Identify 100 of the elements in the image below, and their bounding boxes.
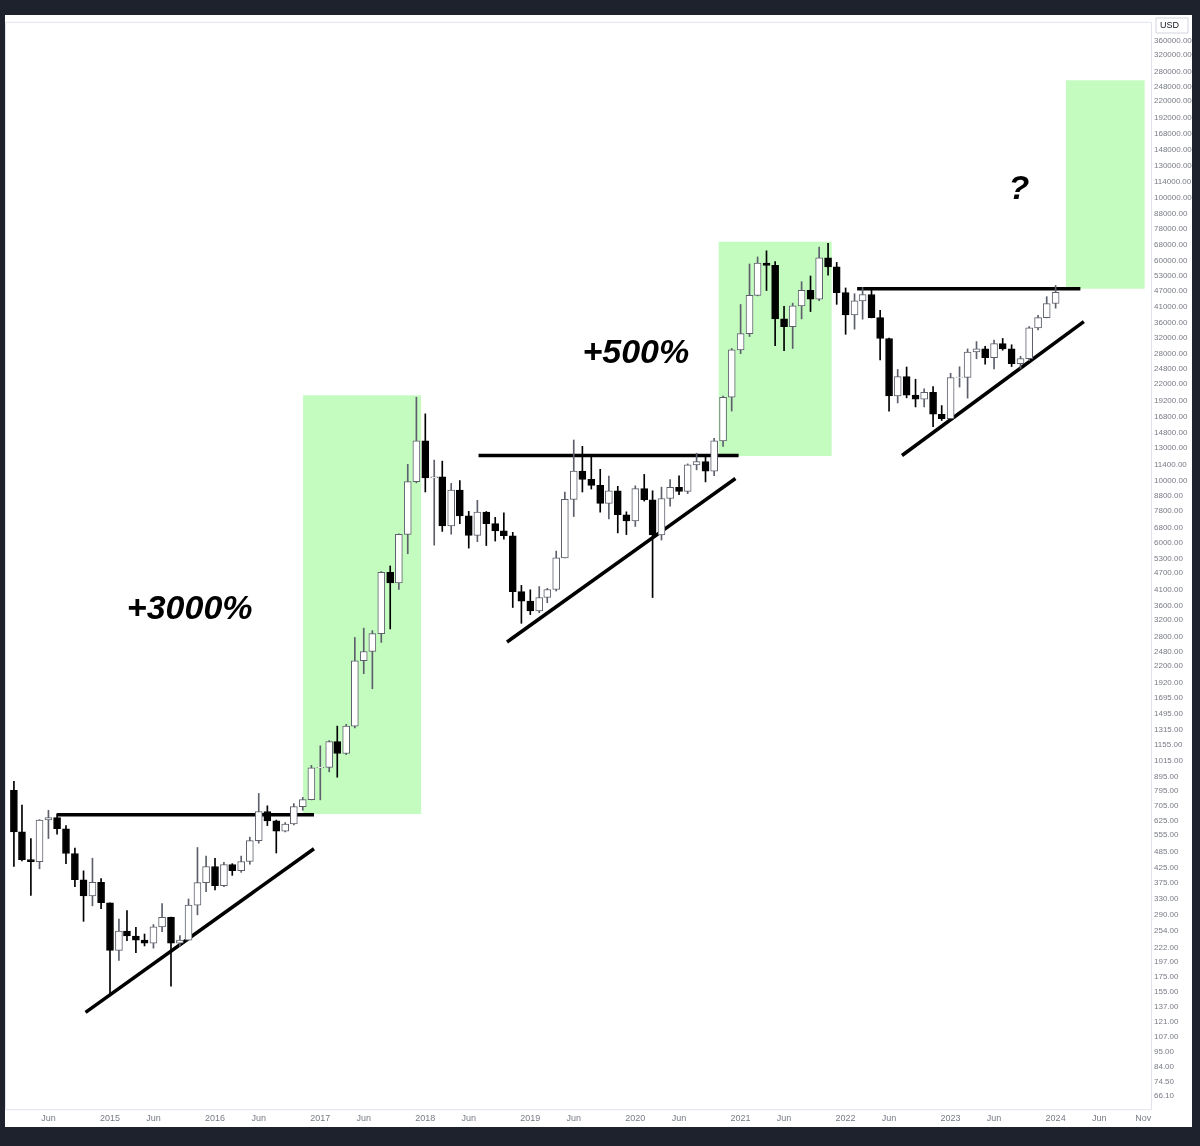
y-tick-label: 1695.00 <box>1154 693 1184 703</box>
y-tick-label: 19200.00 <box>1154 395 1188 405</box>
x-tick-label: 2022 <box>835 1113 856 1124</box>
y-tick-label: 14800.00 <box>1154 427 1188 437</box>
y-tick-label: 192000.00 <box>1154 113 1193 123</box>
y-tick-label: 175.00 <box>1154 972 1180 981</box>
x-tick-label: Jun <box>671 1113 687 1124</box>
y-tick-label: 4700.00 <box>1154 568 1184 578</box>
y-tick-label: 60000.00 <box>1154 255 1188 265</box>
y-tick-label: 11400.00 <box>1154 459 1188 469</box>
y-tick-label: 485.00 <box>1154 846 1180 856</box>
y-tick-label: 8800.00 <box>1154 491 1184 501</box>
y-tick-label: 254.00 <box>1154 926 1180 936</box>
y-tick-label: 375.00 <box>1154 878 1180 888</box>
candlestick <box>359 627 368 674</box>
y-tick-label: 32000.00 <box>1154 332 1188 342</box>
y-tick-label: 1920.00 <box>1154 678 1184 688</box>
y-tick-label: 625.00 <box>1154 815 1180 825</box>
y-tick-label: 10000.00 <box>1154 475 1188 485</box>
candlestick <box>430 459 439 546</box>
y-tick-label: 114000.00 <box>1154 177 1192 187</box>
x-tick-label: 2019 <box>520 1113 541 1124</box>
y-axis-title: USD <box>1160 20 1180 31</box>
candlestick <box>500 512 508 540</box>
x-tick-label: 2020 <box>625 1113 646 1124</box>
y-tick-label: 360000.00 <box>1154 35 1193 45</box>
x-tick-label: Jun <box>461 1113 477 1124</box>
y-tick-label: 84.00 <box>1154 1062 1175 1072</box>
y-tick-label: 5300.00 <box>1154 553 1184 563</box>
y-tick-label: 6000.00 <box>1154 538 1184 548</box>
y-tick-label: 1015.00 <box>1154 756 1184 766</box>
x-tick-label: 2021 <box>730 1113 751 1124</box>
x-tick-label: Jun <box>146 1113 161 1124</box>
y-tick-label: 95.00 <box>1154 1046 1175 1056</box>
y-tick-label: 1495.00 <box>1154 708 1184 718</box>
x-tick-label: Jun <box>566 1113 582 1124</box>
y-tick-label: 16800.00 <box>1154 411 1188 421</box>
y-tick-label: 1155.00 <box>1154 740 1183 750</box>
y-tick-label: 795.00 <box>1154 786 1180 796</box>
y-tick-label: 107.00 <box>1154 1032 1180 1042</box>
y-tick-label: 2480.00 <box>1154 646 1184 656</box>
annotation: +3000% <box>126 587 253 626</box>
y-tick-label: 3200.00 <box>1154 615 1184 625</box>
y-tick-label: 137.00 <box>1154 1002 1180 1012</box>
y-tick-label: 6800.00 <box>1154 522 1184 532</box>
y-tick-label: 280000.00 <box>1154 66 1193 76</box>
x-tick-label: 2024 <box>1045 1113 1066 1124</box>
y-tick-label: 41000.00 <box>1154 302 1188 312</box>
y-tick-label: 66.10 <box>1154 1091 1175 1101</box>
y-tick-label: 290.00 <box>1154 910 1180 920</box>
x-tick-label: Jun <box>1092 1113 1107 1124</box>
annotation: ? <box>1008 167 1030 206</box>
candlestick <box>333 725 342 778</box>
y-tick-label: 7800.00 <box>1154 506 1184 516</box>
y-tick-label: 47000.00 <box>1154 285 1188 295</box>
x-tick-label: Jun <box>41 1113 56 1124</box>
y-tick-label: 3600.00 <box>1154 600 1184 610</box>
y-tick-label: 155.00 <box>1154 986 1180 996</box>
x-tick-label: 2023 <box>940 1113 961 1124</box>
y-tick-label: 248000.00 <box>1154 81 1193 91</box>
y-tick-label: 100000.00 <box>1154 193 1193 203</box>
y-tick-label: 555.00 <box>1154 830 1180 840</box>
annotation: +500% <box>582 332 690 371</box>
x-tick-label: Jun <box>356 1113 371 1124</box>
y-tick-label: 2800.00 <box>1154 631 1184 641</box>
y-tick-label: 895.00 <box>1154 771 1180 781</box>
y-tick-label: 78000.00 <box>1154 223 1188 233</box>
y-tick-label: 2200.00 <box>1154 661 1184 671</box>
y-tick-label: 24800.00 <box>1154 364 1188 374</box>
y-tick-label: 1315.00 <box>1154 724 1184 734</box>
y-tick-label: 168000.00 <box>1154 129 1193 139</box>
x-tick-label: 2015 <box>99 1113 121 1124</box>
x-tick-label: Nov <box>1135 1113 1152 1124</box>
y-tick-label: 13000.00 <box>1154 443 1188 453</box>
y-tick-label: 220000.00 <box>1154 96 1193 106</box>
candlestick <box>123 910 131 941</box>
x-tick-label: 2018 <box>415 1113 436 1124</box>
y-tick-label: 222.00 <box>1154 942 1180 952</box>
y-tick-label: 705.00 <box>1154 801 1180 811</box>
candlestick <box>27 838 35 896</box>
x-tick-label: 2017 <box>310 1113 331 1124</box>
x-tick-label: Jun <box>251 1113 266 1124</box>
y-tick-label: 320000.00 <box>1154 50 1193 60</box>
y-tick-label: 22000.00 <box>1154 378 1188 388</box>
y-tick-label: 88000.00 <box>1154 208 1188 218</box>
candlestick <box>386 565 395 630</box>
x-tick-label: Jun <box>881 1113 897 1124</box>
x-tick-label: 2016 <box>204 1113 226 1124</box>
y-tick-label: 36000.00 <box>1154 318 1188 328</box>
y-tick-label: 330.00 <box>1154 894 1180 904</box>
x-tick-label: Jun <box>986 1113 1002 1124</box>
y-tick-label: 53000.00 <box>1154 270 1188 280</box>
y-tick-label: 121.00 <box>1154 1017 1180 1027</box>
y-tick-label: 4100.00 <box>1154 585 1184 595</box>
y-tick-label: 197.00 <box>1154 957 1180 967</box>
candlestick <box>780 306 788 351</box>
candlestick <box>316 745 325 801</box>
y-tick-label: 74.50 <box>1154 1076 1175 1086</box>
y-tick-label: 130000.00 <box>1154 160 1193 170</box>
y-tick-label: 148000.00 <box>1154 144 1193 154</box>
